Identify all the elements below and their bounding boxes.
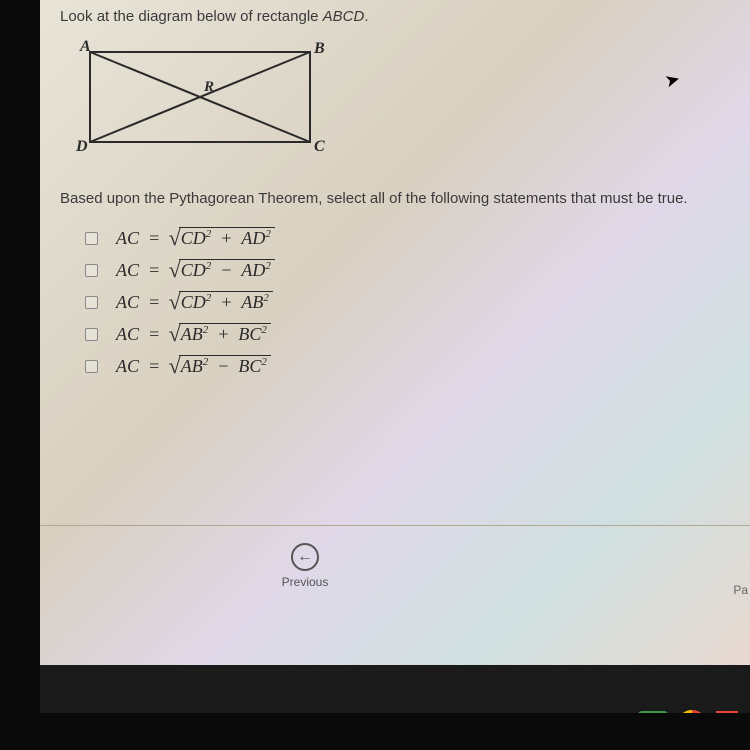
option-checkbox-2[interactable] [85, 264, 98, 277]
pause-hint: Pa [733, 583, 748, 597]
option-row: AC = √AB2 − BC2 [85, 353, 730, 379]
question-content: Look at the diagram below of rectangle A… [40, 0, 750, 405]
option-formula: AC = √AB2 − BC2 [116, 353, 271, 379]
previous-label: Previous [282, 575, 329, 589]
option-formula: AC = √CD2 + AB2 [116, 289, 273, 315]
option-row: AC = √CD2 + AB2 [85, 289, 730, 315]
label-b: B [313, 40, 325, 57]
label-d: D [75, 138, 88, 155]
option-checkbox-4[interactable] [85, 328, 98, 341]
previous-button[interactable]: ← Previous [282, 543, 329, 589]
instruction-text: Based upon the Pythagorean Theorem, sele… [60, 190, 730, 207]
option-checkbox-3[interactable] [85, 296, 98, 309]
label-c: C [314, 138, 325, 155]
option-formula: AC = √CD2 + AD2 [116, 225, 275, 251]
answer-options: AC = √CD2 + AD2 AC = √CD2 − AD2 AC = √CD… [85, 225, 730, 379]
prompt-prefix: Look at the diagram below of rectangle [60, 8, 323, 25]
prompt-suffix: . [364, 8, 368, 25]
rectangle-diagram: A B C D R [70, 37, 730, 172]
question-prompt: Look at the diagram below of rectangle A… [60, 8, 730, 25]
diagram-svg: A B C D R [70, 37, 330, 167]
option-row: AC = √CD2 − AD2 [85, 257, 730, 283]
option-formula: AC = √CD2 − AD2 [116, 257, 275, 283]
option-formula: AC = √AB2 + BC2 [116, 321, 271, 347]
option-checkbox-5[interactable] [85, 360, 98, 373]
label-r: R [203, 79, 214, 95]
prompt-shape: ABCD [323, 8, 365, 25]
label-a: A [79, 38, 91, 55]
option-row: AC = √AB2 + BC2 [85, 321, 730, 347]
navigation-bar: ← Previous [40, 525, 750, 605]
worksheet-screen: Look at the diagram below of rectangle A… [40, 0, 750, 665]
arrow-left-icon: ← [291, 543, 319, 571]
option-checkbox-1[interactable] [85, 232, 98, 245]
option-row: AC = √CD2 + AD2 [85, 225, 730, 251]
